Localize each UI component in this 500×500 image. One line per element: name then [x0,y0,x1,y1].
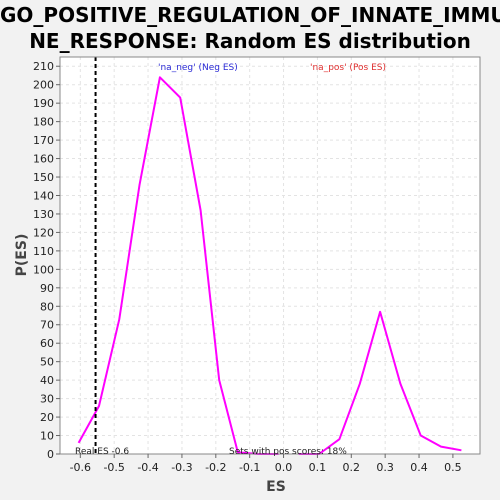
y-tick-label: 30 [40,393,54,406]
x-tick-label: -0.2 [205,461,226,474]
x-tick-label: -0.1 [239,461,260,474]
x-tick-label: -0.3 [171,461,192,474]
y-tick-label: 130 [33,208,54,221]
series-layer [77,76,462,455]
y-tick-label: 10 [40,430,54,443]
x-axis-label: ES [266,479,286,495]
y-tick-label: 80 [40,300,54,313]
y-tick-label: 0 [47,448,54,461]
y-tick-label: 50 [40,356,54,369]
x-tick-label: -0.5 [103,461,124,474]
legend-neg: 'na_neg' (Neg ES) [158,63,238,73]
x-tick-label: 0.3 [376,461,394,474]
real-es-label: Real ES -0.6 [75,447,129,457]
y-tick-label: 210 [33,60,54,73]
plot-border [59,56,481,455]
y-axis-label: P(ES) [14,234,30,277]
y-tick-label: 140 [33,189,54,202]
y-tick-label: 120 [33,226,54,239]
y-axis-ticks: 0 10 20 30 40 50 60 70 80 90 100 110 120 130 140 150 160… [33,60,60,461]
series-line-0 [77,76,279,455]
y-tick-label: 190 [33,97,54,110]
x-axis-ticks: -0.6 -0.5 -0.4 -0.3 -0.2 -0.1 0.0 0.1 0.2 0.3 0.4 0… [70,454,462,474]
y-tick-label: 180 [33,116,54,129]
chart-title: GO_POSITIVE_REGULATION_OF_INNATE_IMMU NE… [0,3,500,53]
y-tick-label: 100 [33,263,54,276]
x-tick-label: 0.4 [410,461,428,474]
plot-area [60,57,480,454]
x-tick-label: 0.2 [343,461,361,474]
y-tick-label: 160 [33,153,54,166]
pos-scores-annotation: Sets with pos scores: 18% [229,447,347,457]
y-tick-label: 20 [40,411,54,424]
x-tick-label: 0.0 [275,461,293,474]
y-tick-label: 60 [40,337,54,350]
x-tick-label: -0.4 [137,461,158,474]
x-tick-label: 0.1 [309,461,327,474]
y-tick-label: 150 [33,171,54,184]
series-line-1 [298,310,462,455]
y-tick-label: 70 [40,319,54,332]
x-tick-label: -0.6 [70,461,91,474]
y-tick-label: 110 [33,245,54,258]
y-tick-label: 40 [40,374,54,387]
y-tick-label: 200 [33,79,54,92]
x-tick-label: 0.5 [444,461,462,474]
legend-pos: 'na_pos' (Pos ES) [310,63,386,73]
grid-lines [60,57,480,455]
y-tick-label: 170 [33,134,54,147]
y-tick-label: 90 [40,282,54,295]
